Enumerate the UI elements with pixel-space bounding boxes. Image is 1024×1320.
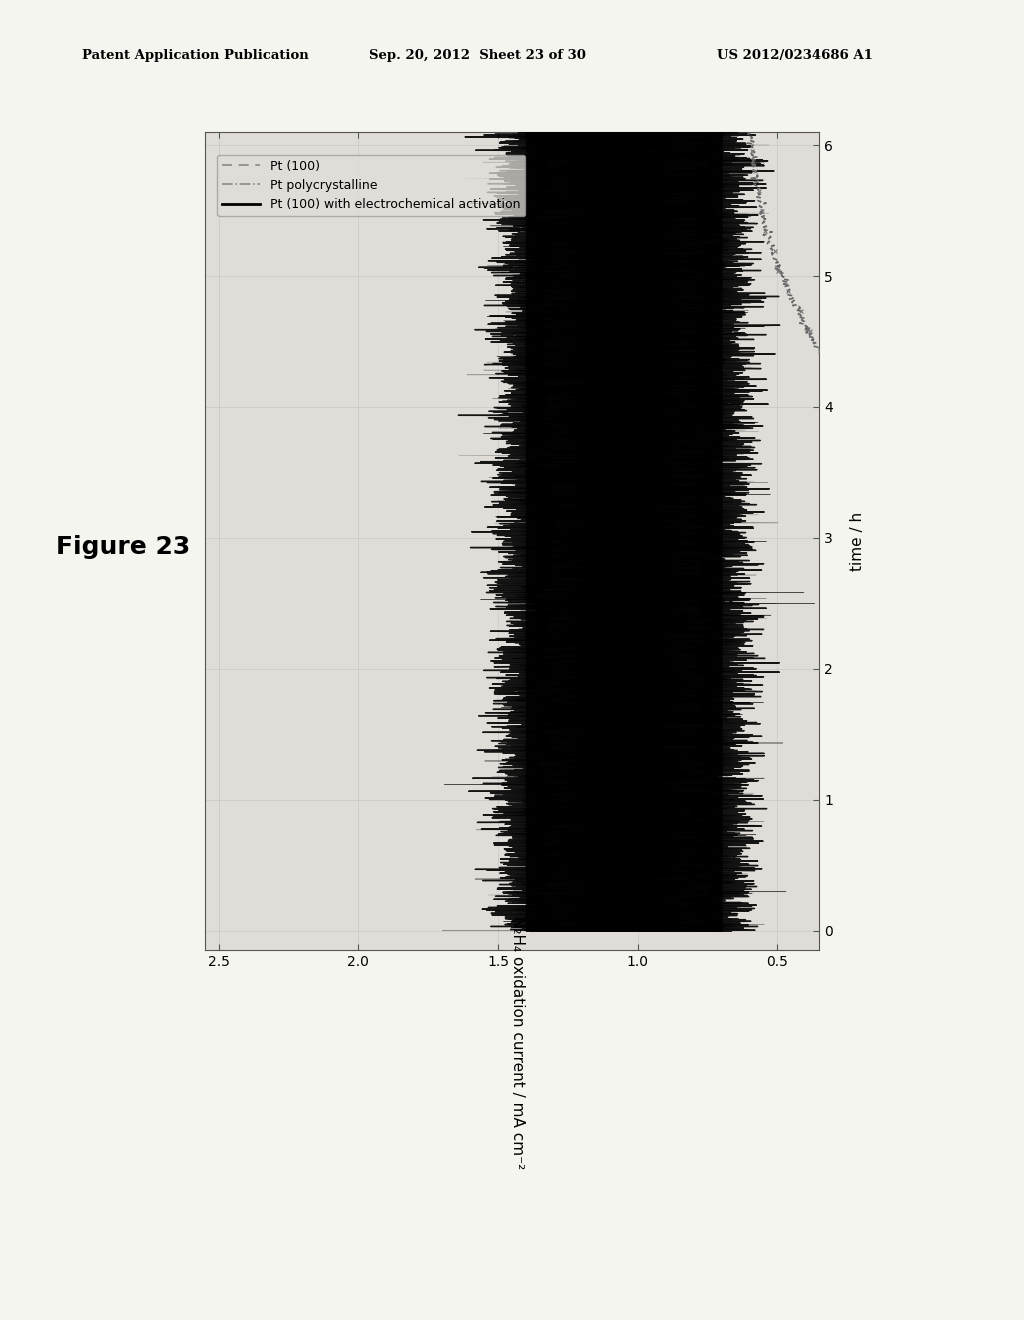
Text: US 2012/0234686 A1: US 2012/0234686 A1 [717,49,872,62]
Text: Sep. 20, 2012  Sheet 23 of 30: Sep. 20, 2012 Sheet 23 of 30 [369,49,586,62]
Y-axis label: time / h: time / h [850,512,864,570]
Text: N₂H₄ oxidation current / mA cm⁻²: N₂H₄ oxidation current / mA cm⁻² [510,916,524,1170]
Legend: Pt (100), Pt polycrystalline, Pt (100) with electrochemical activation: Pt (100), Pt polycrystalline, Pt (100) w… [217,154,525,216]
Text: Patent Application Publication: Patent Application Publication [82,49,308,62]
Text: Figure 23: Figure 23 [56,536,190,560]
